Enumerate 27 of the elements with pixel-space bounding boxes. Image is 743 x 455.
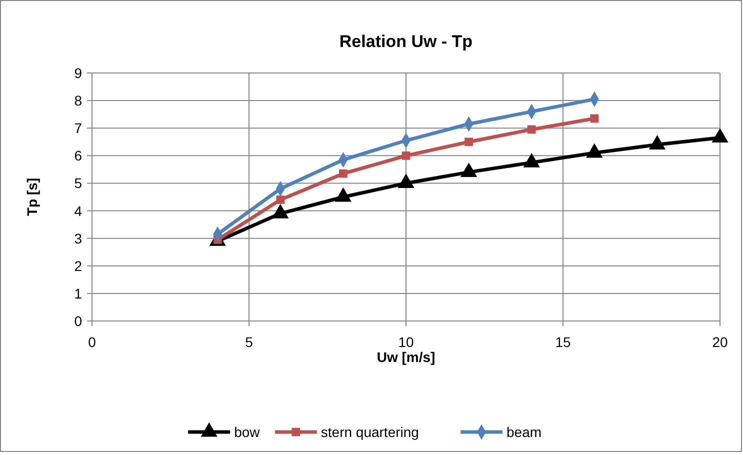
point [464,138,473,146]
y-tick-label: 4 [74,202,82,219]
y-tick-label: 0 [74,313,82,329]
point [402,151,410,160]
legend-label: stern quartering [320,424,419,440]
x-tick-label: 5 [245,334,254,350]
x-axis-title: Uw [m/s] [376,349,436,365]
y-tick-label: 3 [74,230,82,246]
x-tick-label: 20 [712,334,728,350]
point [339,169,348,178]
point [527,125,536,134]
x-tick-label: 15 [555,334,571,350]
y-tick-label: 1 [74,285,82,302]
x-tick-label: 0 [88,334,96,350]
y-tick-label: 8 [74,92,82,109]
y-tick-label: 6 [74,148,82,164]
y-axis-title: Tp [s] [24,178,40,216]
legend-label: beam [506,424,542,440]
y-tick-label: 2 [74,258,82,274]
point [276,196,285,204]
y-tick-label: 7 [74,120,82,136]
point [590,114,599,123]
x-tick-label: 10 [398,334,414,350]
y-tick-label: 5 [74,175,82,192]
legend-label: bow [234,424,261,440]
chart-title: Relation Uw - Tp [339,32,473,51]
y-tick-label: 9 [74,65,82,81]
